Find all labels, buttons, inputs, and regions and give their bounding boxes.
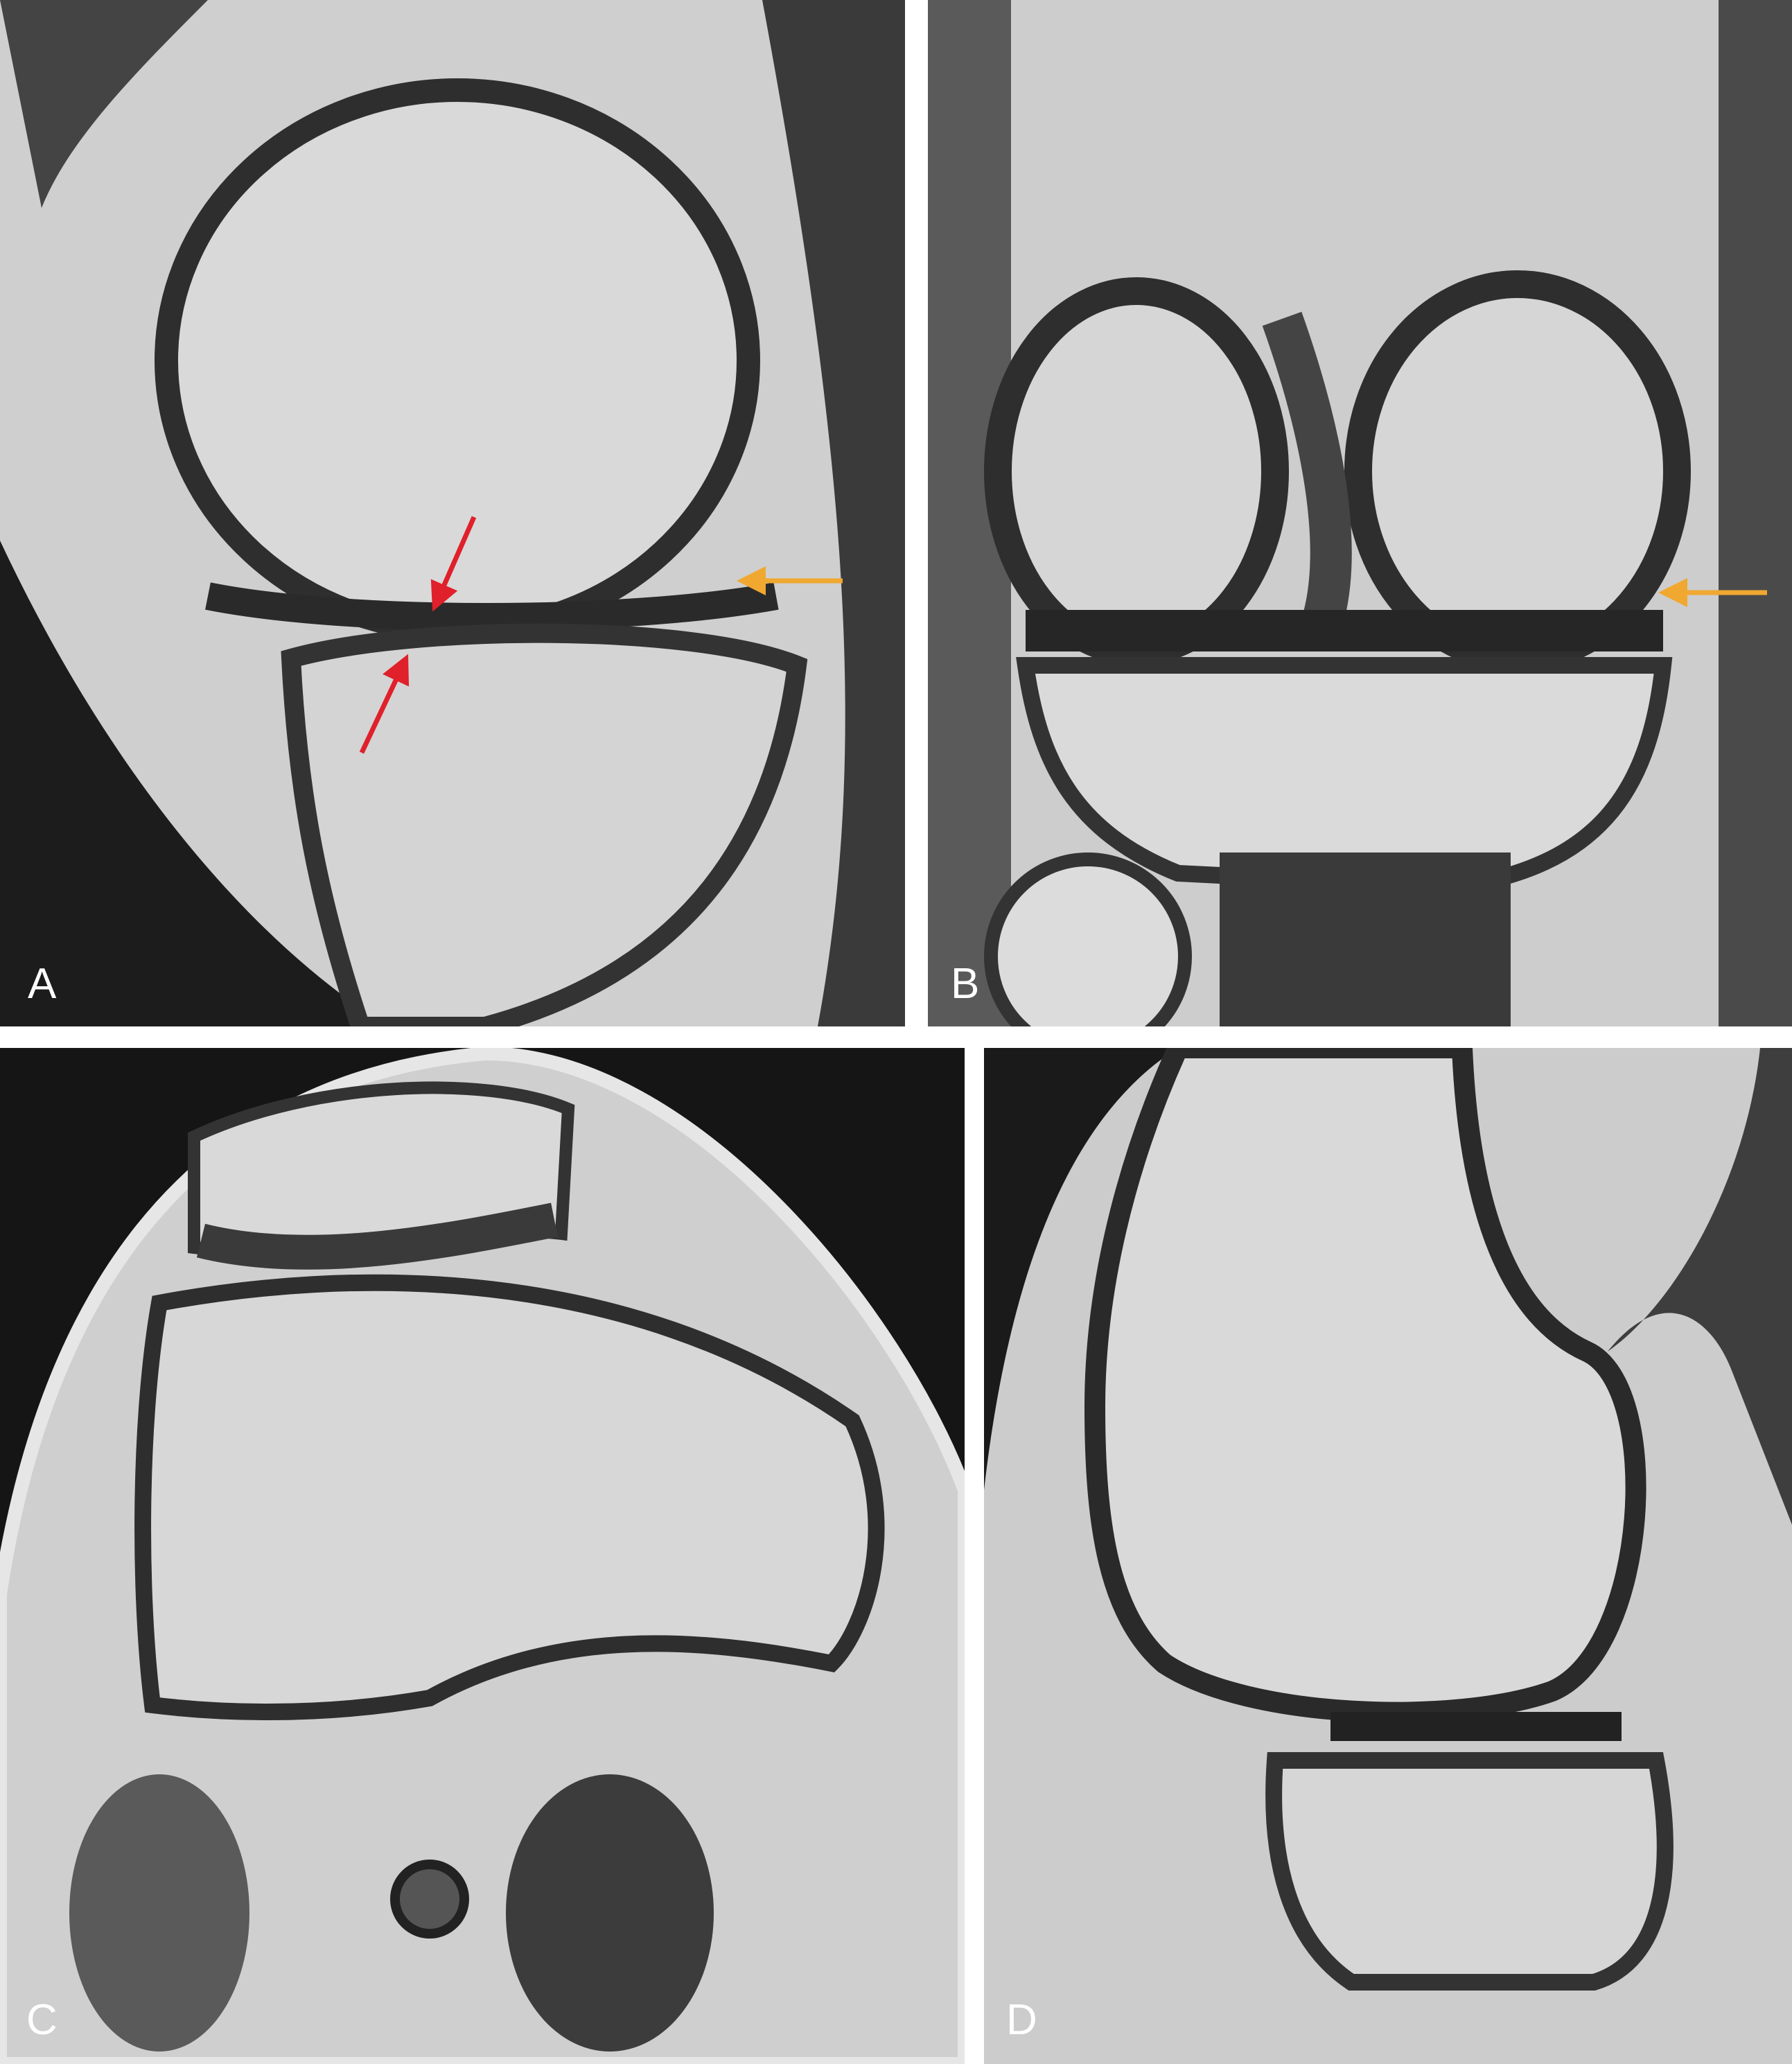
panel-a <box>0 0 905 1026</box>
panel-label: B <box>951 960 979 1008</box>
panel-label: D <box>1006 1996 1037 2044</box>
panel-c <box>0 1048 965 2064</box>
panel-b <box>928 0 1792 1026</box>
panel-label: C <box>26 1996 58 2044</box>
panel-d <box>984 1048 1792 2064</box>
panel-label: A <box>28 960 57 1008</box>
arrow <box>359 654 410 754</box>
arrow <box>430 516 477 612</box>
